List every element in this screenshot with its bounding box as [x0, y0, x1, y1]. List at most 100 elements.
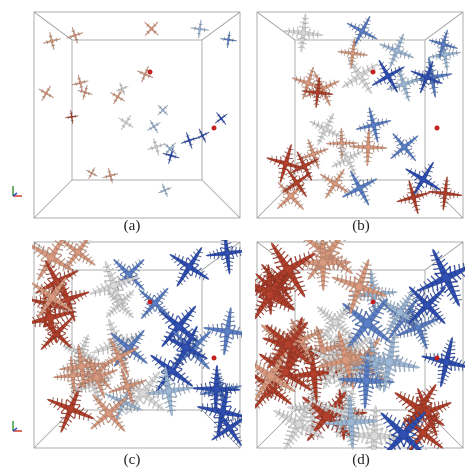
- dendrite-crystal: [358, 331, 421, 394]
- crystal-render-c: [32, 240, 242, 449]
- dendrite-crystal: [32, 276, 74, 319]
- dendrite-crystal: [264, 321, 312, 369]
- nucleus-marker: [370, 299, 440, 361]
- dendrite-crystal: [380, 411, 428, 450]
- dendrite-crystal: [136, 65, 154, 83]
- nucleus-marker: [147, 299, 217, 361]
- dendrite-crystal: [219, 30, 238, 49]
- dendrite-crystal: [190, 19, 210, 39]
- dendrite-crystal: [88, 260, 139, 311]
- dendrite-crystal: [297, 138, 330, 170]
- dendrite-crystal: [214, 111, 228, 126]
- dendrite-crystal: [348, 127, 388, 167]
- caption-c: (c): [123, 452, 141, 468]
- dendrite-crystal: [38, 85, 55, 102]
- dendrite-crystal: [410, 60, 444, 94]
- dendrite-crystal: [428, 29, 459, 60]
- caption-b: (b): [352, 218, 370, 234]
- dendrite-crystal: [104, 383, 143, 422]
- dendrite-crystal: [71, 74, 89, 92]
- panel-a: [32, 10, 242, 220]
- dendrite-crystal: [163, 142, 177, 156]
- dendrite-crystal: [395, 179, 432, 215]
- dendrite-crystal: [205, 240, 242, 275]
- dendrite-crystal: [309, 112, 342, 146]
- dendrite-crystal: [323, 394, 379, 450]
- dendrite-crystal: [90, 394, 128, 432]
- dendrite-crystal: [379, 33, 415, 69]
- dendrite-crystal: [64, 109, 80, 125]
- dendrite-crystal: [59, 240, 96, 271]
- dendrite-crystal: [157, 104, 169, 116]
- caption-a: (a): [123, 218, 141, 234]
- dendrite-crystal: [316, 330, 376, 391]
- dendrite-crystal: [341, 169, 378, 207]
- crystal-render-b: [256, 11, 464, 219]
- dendrite-crystal: [58, 343, 105, 390]
- dendrite-crystal: [180, 131, 199, 150]
- dendrite-crystal: [304, 71, 340, 107]
- dendrite-crystal: [99, 337, 139, 377]
- dendrite-crystal: [404, 161, 442, 198]
- dendrite-crystal: [142, 365, 195, 417]
- nucleus-marker: [370, 69, 440, 131]
- nucleus-marker: [147, 69, 217, 131]
- dendrite-crystal: [282, 168, 312, 198]
- dendrite-crystal: [331, 258, 388, 315]
- crystal-render-d: [255, 240, 465, 450]
- dendrite-crystal: [147, 119, 161, 134]
- dendrite-crystal: [102, 167, 119, 184]
- dendrite-crystal: [289, 150, 320, 182]
- dendrite-crystal: [66, 26, 84, 45]
- dendrite-crystal: [265, 143, 306, 184]
- dendrite-crystal: [420, 336, 465, 388]
- dendrite-crystal: [163, 325, 209, 370]
- dendrite-crystal: [109, 89, 126, 105]
- axis-triad-icon: [10, 418, 24, 434]
- dendrite-crystal: [416, 248, 465, 308]
- axis-triad-icon: [10, 183, 24, 199]
- dendrite-crystal: [169, 246, 210, 288]
- dendrite-crystal: [194, 128, 210, 144]
- dendrite-crystal: [285, 345, 343, 403]
- dendrite-crystal: [385, 66, 422, 103]
- crystal-render-a: [33, 11, 241, 219]
- dendrite-crystal: [337, 37, 369, 69]
- simulation-box: [33, 11, 241, 219]
- dendrite-crystal: [273, 398, 325, 450]
- dendrite-crystal: [255, 269, 296, 321]
- dendrite-crystal: [32, 240, 75, 281]
- dendrite-crystal: [162, 146, 180, 165]
- dendrite-crystal: [427, 175, 463, 212]
- dendrite-crystal: [211, 409, 242, 447]
- dendrite-crystal: [283, 12, 324, 54]
- dendrite-crystal: [341, 297, 393, 349]
- dendrite-crystal: [107, 367, 147, 406]
- dendrite-crystal: [42, 31, 62, 51]
- dendrite-crystal: [118, 114, 134, 131]
- dendrite-crystal: [202, 306, 242, 356]
- panel-d: [255, 240, 465, 450]
- dendrite-crystal: [355, 106, 392, 144]
- dendrite-crystal: [301, 76, 334, 109]
- dendrite-crystal: [346, 15, 378, 47]
- dendrite-crystal: [147, 137, 166, 156]
- panel-b: [255, 10, 465, 220]
- dendrite-crystal: [85, 166, 98, 180]
- dendrite-crystal: [255, 350, 297, 402]
- dendrite-crystal: [331, 142, 364, 175]
- dendrite-crystal: [46, 384, 95, 434]
- caption-d: (d): [352, 452, 370, 468]
- dendrite-crystal: [138, 287, 171, 320]
- dendrite-crystal: [371, 59, 406, 94]
- dendrite-crystal: [343, 404, 406, 450]
- dendrite-crystal: [157, 305, 200, 348]
- dendrite-crystal: [52, 355, 93, 396]
- dendrite-crystal: [319, 168, 351, 199]
- dendrite-crystal: [144, 21, 159, 37]
- dendrite-crystal: [157, 183, 173, 198]
- panel-c: [32, 240, 242, 450]
- dendrite-crystal: [389, 132, 419, 162]
- dendrite-crystal: [77, 84, 94, 101]
- dendrite-crystal: [291, 66, 325, 100]
